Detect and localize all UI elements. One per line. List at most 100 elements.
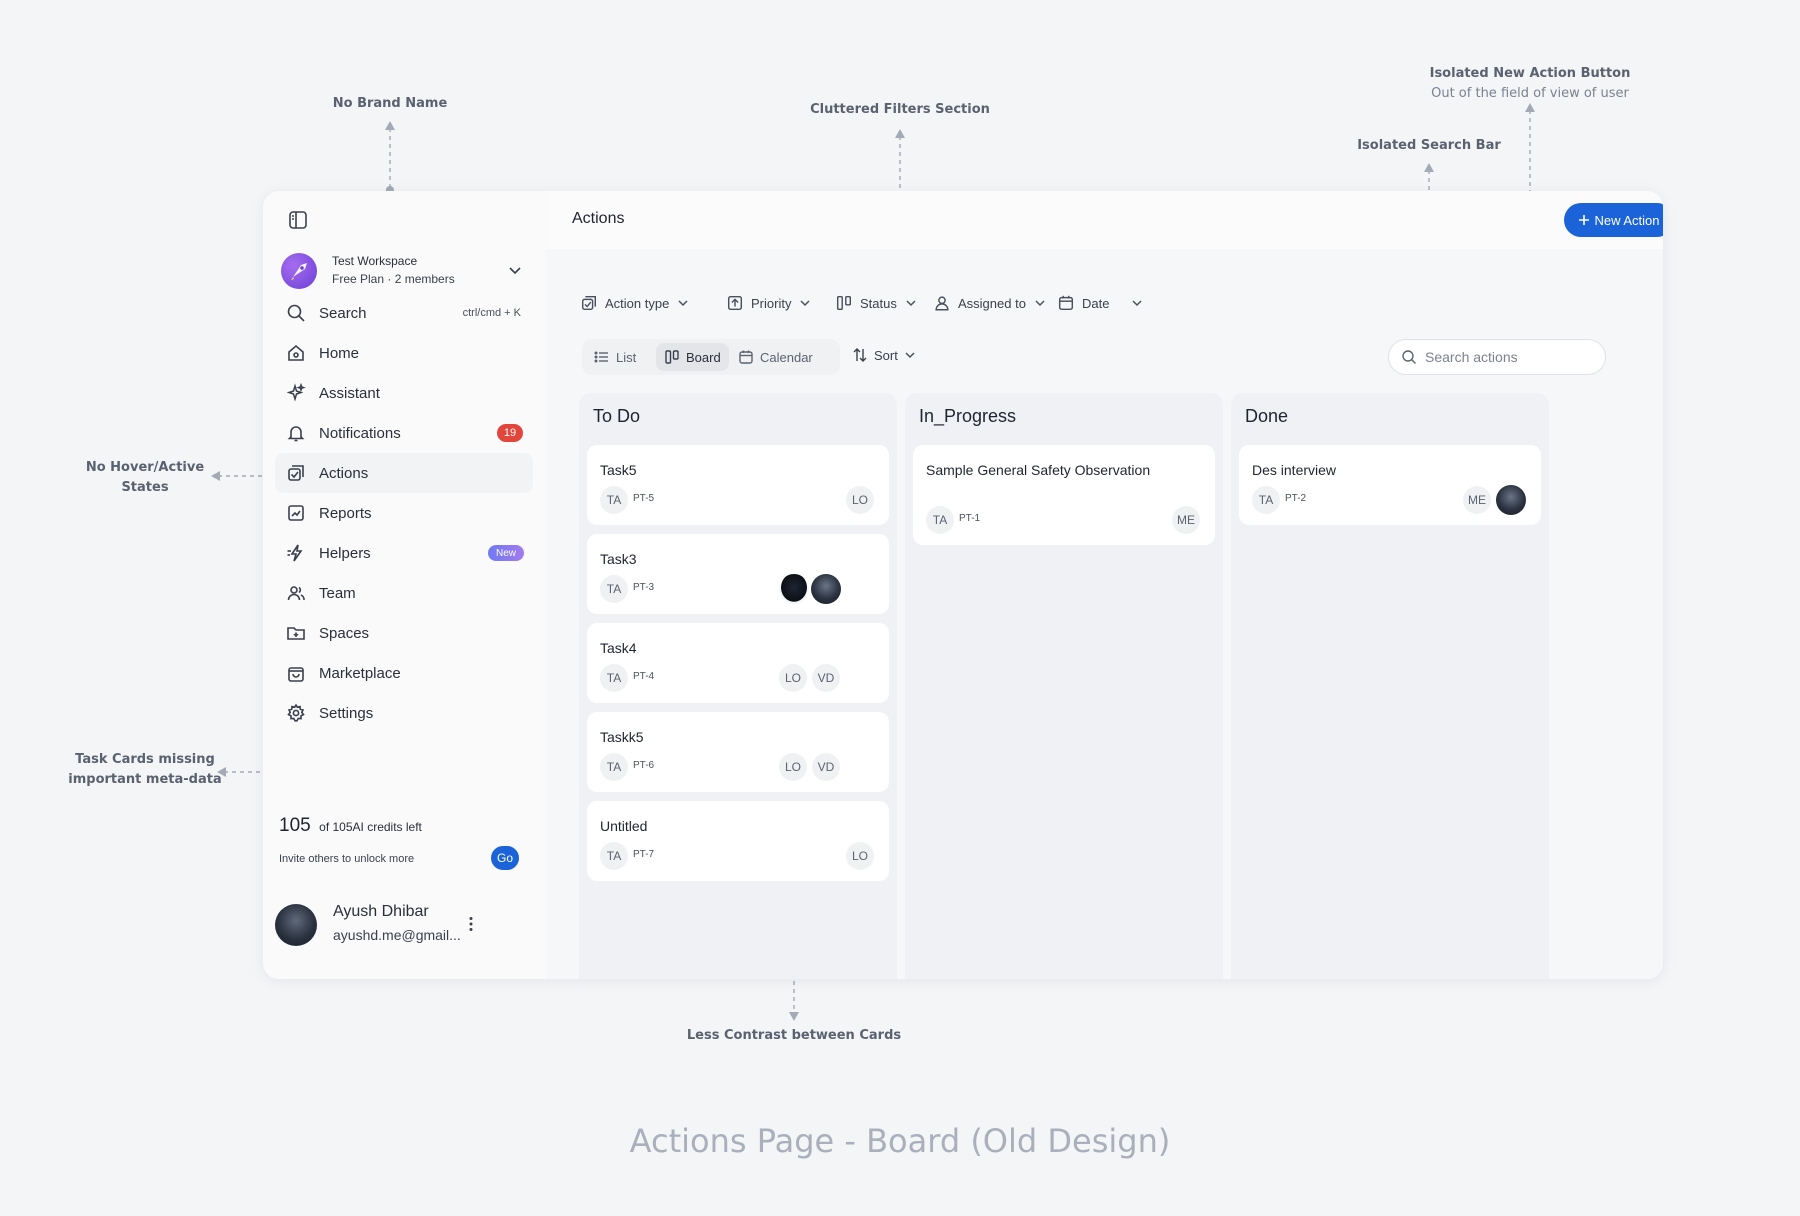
annotation-new-action-sub: Out of the field of view of user bbox=[1431, 86, 1629, 101]
card-id: PT-1 bbox=[959, 513, 981, 524]
sidebar-item-notifications[interactable]: Notifications 19 bbox=[275, 413, 533, 453]
view-label: Calendar bbox=[760, 349, 813, 365]
annotation-hover-line2: States bbox=[121, 480, 169, 495]
task-card[interactable]: Taskk5 TA PT-6 LO VD bbox=[587, 712, 889, 792]
sidebar-item-label: Reports bbox=[319, 504, 372, 522]
filter-label: Date bbox=[1082, 295, 1110, 311]
column-title: To Do bbox=[593, 406, 641, 426]
owner-chip: TA bbox=[600, 753, 628, 781]
sidebar-item-search[interactable]: Search ctrl/cmd + K bbox=[275, 293, 533, 333]
assignee-chip: ME bbox=[1172, 506, 1200, 534]
owner-chip: TA bbox=[600, 664, 628, 692]
bag-icon bbox=[285, 662, 307, 684]
new-action-label: New Action bbox=[1594, 212, 1660, 228]
calendar-icon bbox=[738, 349, 754, 365]
view-calendar[interactable]: Calendar bbox=[730, 343, 821, 371]
columns-icon bbox=[664, 349, 680, 365]
chevron-down-icon[interactable] bbox=[507, 262, 523, 278]
filter-status[interactable]: Status bbox=[835, 291, 924, 315]
avatar bbox=[275, 904, 317, 946]
view-label: List bbox=[616, 349, 637, 365]
card-title: Untitled bbox=[600, 818, 648, 834]
assignee-chip: LO bbox=[779, 753, 807, 781]
workspace-switcher[interactable]: Test Workspace Free Plan · 2 members bbox=[281, 251, 531, 291]
owner-chip: TA bbox=[600, 486, 628, 514]
main-area: Actions New Action Action type Priority bbox=[546, 191, 1663, 979]
view-list[interactable]: List bbox=[586, 343, 644, 371]
sidebar-item-home[interactable]: Home bbox=[275, 333, 533, 373]
chevron-down-icon bbox=[677, 297, 689, 309]
sidebar-item-team[interactable]: Team bbox=[275, 573, 533, 613]
task-card[interactable]: Task5 TA PT-5 LO bbox=[587, 445, 889, 525]
checkbox-stack-icon bbox=[285, 462, 307, 484]
sidebar-item-label: Actions bbox=[319, 464, 369, 482]
board-column-todo: To Do Task5 TA PT-5 LO Task3 TA PT-3 Tas… bbox=[579, 393, 897, 979]
filter-assigned-to[interactable]: Assigned to bbox=[933, 291, 1053, 315]
rocket-icon bbox=[291, 263, 307, 280]
list-icon bbox=[594, 349, 610, 365]
top-bar: Actions New Action bbox=[546, 191, 1663, 249]
sidebar-item-settings[interactable]: Settings bbox=[275, 693, 533, 733]
filter-date[interactable]: Date bbox=[1057, 291, 1150, 315]
task-card[interactable]: Task3 TA PT-3 bbox=[587, 534, 889, 614]
owner-chip: TA bbox=[600, 842, 628, 870]
more-vertical-icon[interactable] bbox=[462, 914, 480, 934]
search-icon bbox=[1401, 349, 1417, 365]
filter-label: Status bbox=[860, 295, 897, 311]
team-icon bbox=[285, 582, 307, 604]
card-id: PT-2 bbox=[1285, 493, 1307, 504]
board-column-done: Done Des interview TA PT-2 ME bbox=[1231, 393, 1549, 979]
sidebar-item-marketplace[interactable]: Marketplace bbox=[275, 653, 533, 693]
filter-priority[interactable]: Priority bbox=[726, 291, 818, 315]
card-id: PT-7 bbox=[633, 849, 655, 860]
sidebar-item-label: Home bbox=[319, 344, 360, 362]
annotation-no-brand: No Brand Name bbox=[332, 96, 448, 111]
credits-label: of 105AI credits left bbox=[319, 820, 422, 834]
notifications-count-badge: 19 bbox=[497, 424, 523, 442]
footer-title: Actions Page - Board (Old Design) bbox=[629, 1122, 1171, 1160]
chevron-down-icon bbox=[1131, 297, 1143, 309]
sidebar-item-reports[interactable]: Reports bbox=[275, 493, 533, 533]
ai-credits: 105 of 105AI credits left Invite others … bbox=[279, 815, 529, 870]
sidebar-item-helpers[interactable]: Helpers New bbox=[275, 533, 533, 573]
sidebar-nav: Search ctrl/cmd + K Home Assistant Notif… bbox=[275, 293, 533, 733]
plus-icon bbox=[1578, 214, 1590, 226]
task-card[interactable]: Untitled TA PT-7 LO bbox=[587, 801, 889, 881]
checkbox-stack-icon bbox=[580, 294, 598, 312]
owner-chip: TA bbox=[926, 506, 954, 534]
workspace-avatar bbox=[281, 253, 317, 289]
sidebar-item-spaces[interactable]: Spaces bbox=[275, 613, 533, 653]
new-action-button[interactable]: New Action bbox=[1564, 203, 1663, 237]
task-card[interactable]: Des interview TA PT-2 ME bbox=[1239, 445, 1541, 525]
view-switcher: List Board Calendar bbox=[582, 339, 840, 375]
assignee-avatar bbox=[779, 574, 809, 604]
sidebar-item-actions[interactable]: Actions bbox=[275, 453, 533, 493]
home-icon bbox=[285, 342, 307, 364]
sort-button[interactable]: Sort bbox=[852, 347, 922, 363]
view-board[interactable]: Board bbox=[656, 343, 729, 371]
filter-label: Assigned to bbox=[958, 295, 1026, 311]
assignee-avatar bbox=[811, 574, 841, 604]
card-id: PT-3 bbox=[633, 582, 655, 593]
search-input[interactable] bbox=[1425, 349, 1585, 365]
sidebar-item-label: Helpers bbox=[319, 544, 371, 562]
chevron-down-icon bbox=[1034, 297, 1046, 309]
sort-arrows-icon bbox=[852, 347, 868, 363]
task-card[interactable]: Task4 TA PT-4 LO VD bbox=[587, 623, 889, 703]
filter-action-type[interactable]: Action type bbox=[580, 291, 696, 315]
task-card[interactable]: Sample General Safety Observation TA PT-… bbox=[913, 445, 1215, 545]
sparkle-icon bbox=[285, 382, 307, 404]
gear-icon bbox=[285, 702, 307, 724]
credits-count: 105 bbox=[279, 815, 311, 836]
user-profile[interactable]: Ayush Dhibar ayushd.me@gmail... bbox=[275, 901, 535, 947]
search-icon bbox=[285, 302, 307, 324]
invite-go-button[interactable]: Go bbox=[491, 846, 519, 870]
sidebar-item-assistant[interactable]: Assistant bbox=[275, 373, 533, 413]
annotation-search-bar: Isolated Search Bar bbox=[1357, 138, 1501, 153]
sidebar-toggle-icon[interactable] bbox=[287, 209, 309, 231]
chevron-down-icon bbox=[905, 297, 917, 309]
sidebar-item-label: Search bbox=[319, 304, 367, 322]
assignee-chip: LO bbox=[846, 842, 874, 870]
column-title: In_Progress bbox=[919, 406, 1017, 426]
page-title: Actions bbox=[572, 210, 625, 227]
